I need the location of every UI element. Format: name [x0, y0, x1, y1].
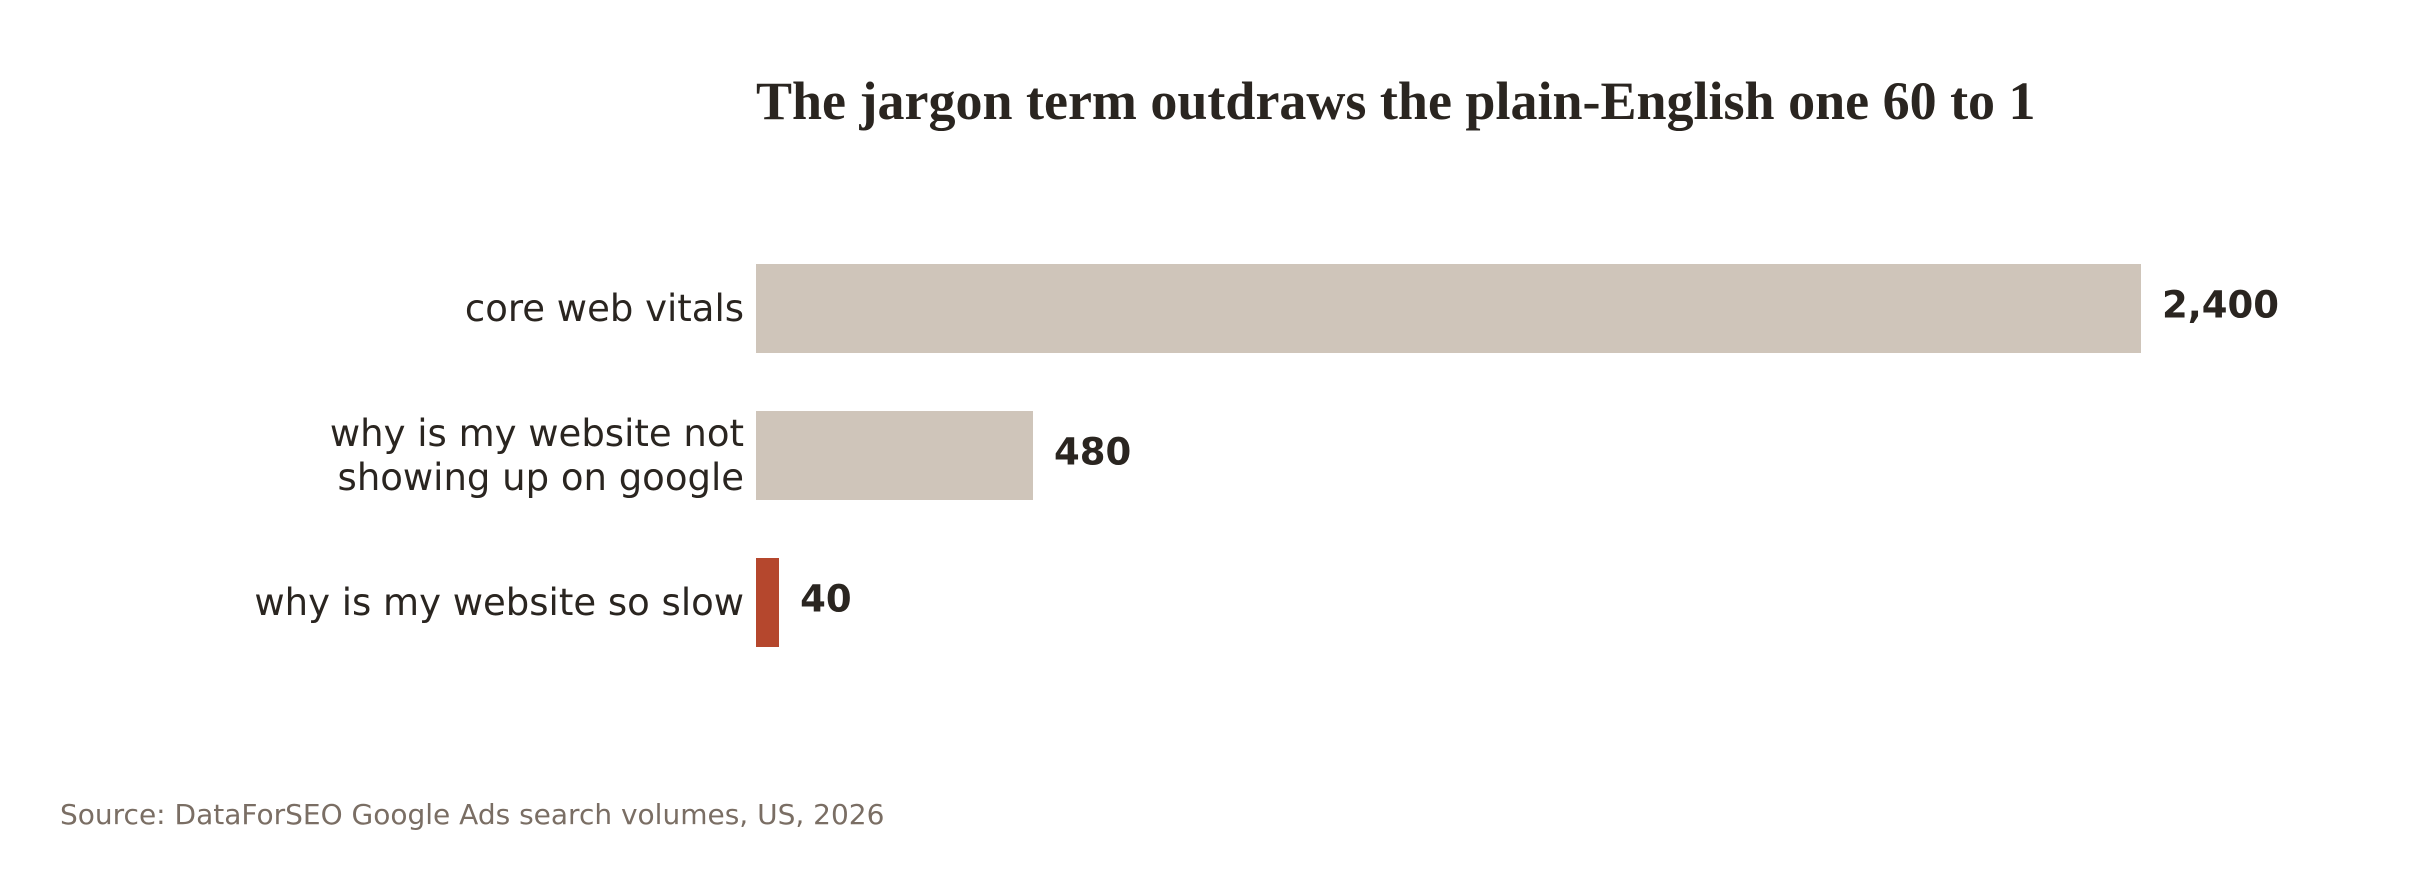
bar	[756, 264, 2141, 353]
value-label: 2,400	[2162, 283, 2280, 326]
category-label: why is my website not showing up on goog…	[329, 411, 744, 499]
source-note: Source: DataForSEO Google Ads search vol…	[60, 798, 885, 831]
value-label: 480	[1054, 430, 1132, 473]
bar	[756, 411, 1033, 500]
bar	[756, 558, 780, 647]
value-label: 40	[800, 577, 852, 620]
category-label: why is my website so slow	[254, 580, 744, 624]
category-label: core web vitals	[464, 286, 744, 330]
chart-title: The jargon term outdraws the plain-Engli…	[756, 71, 2036, 131]
